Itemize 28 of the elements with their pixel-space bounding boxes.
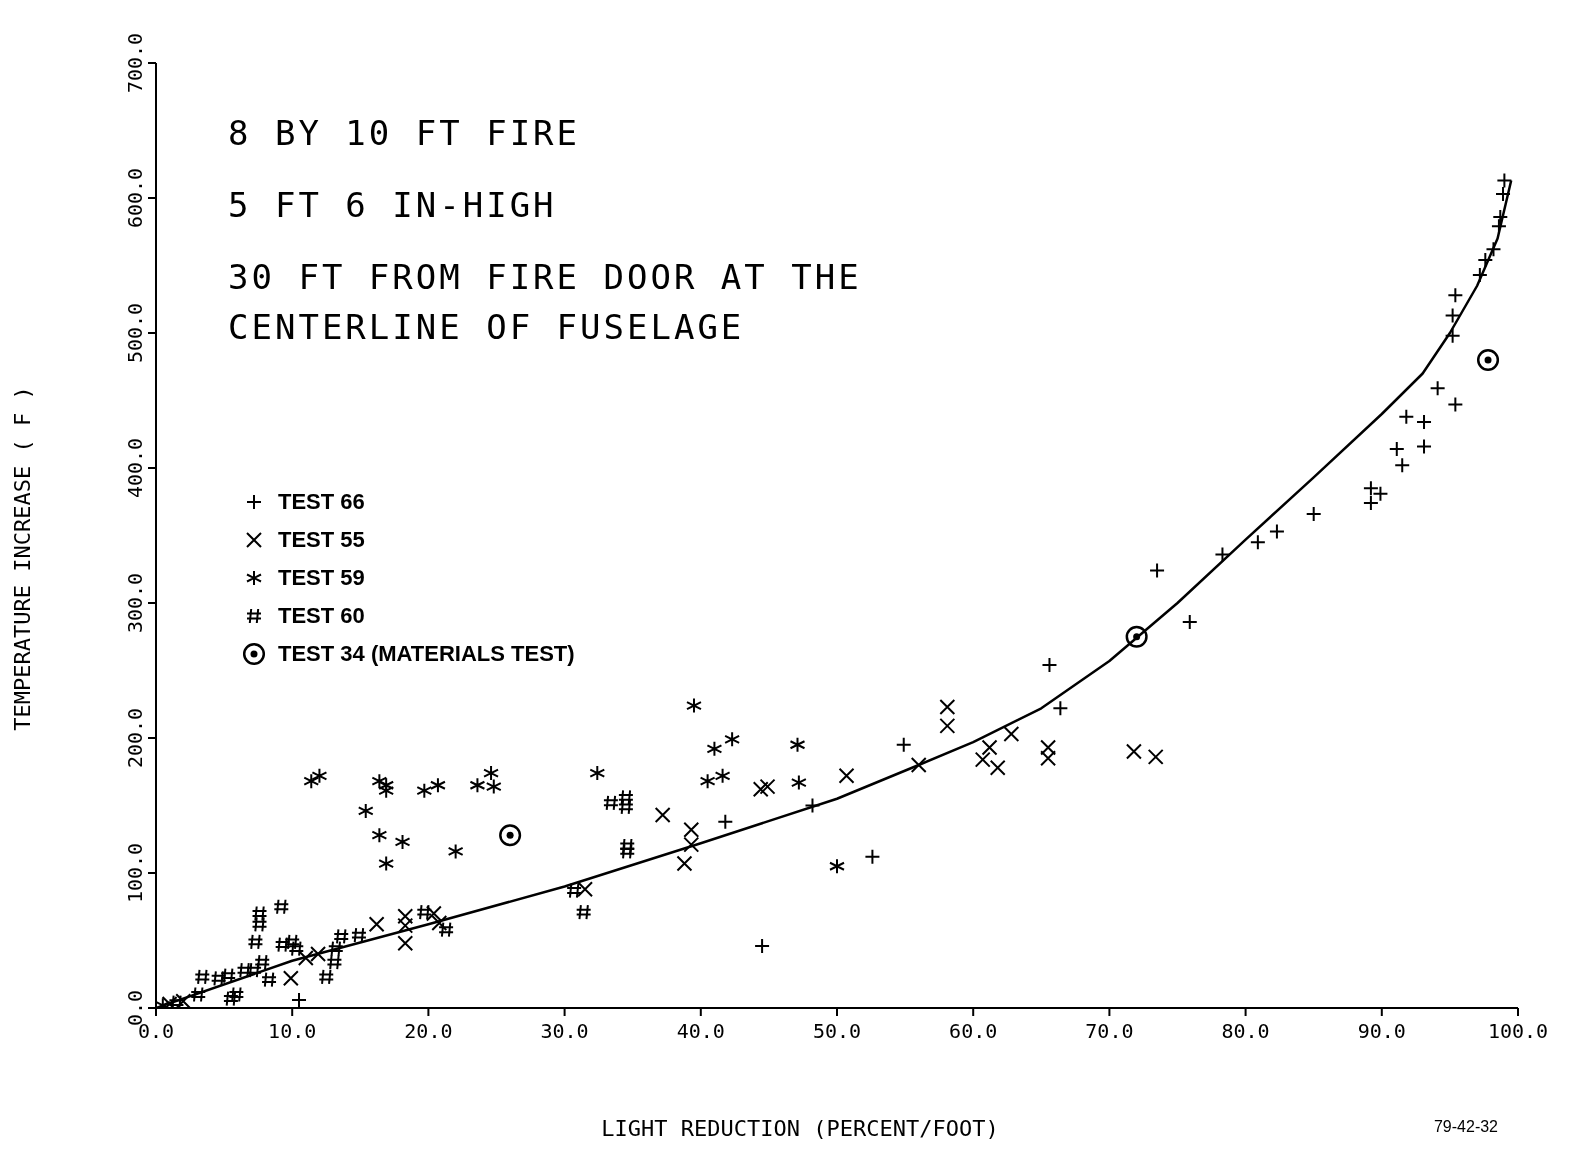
y-tick-label: 700.0 <box>123 32 147 94</box>
x-tick-label: 30.0 <box>540 1019 589 1043</box>
annotation: 5 FT 6 IN-HIGH <box>228 184 558 227</box>
legend-label: TEST 55 <box>278 527 365 553</box>
y-axis-title: TEMPERATURE INCREASE ( F ) <box>10 385 35 731</box>
legend-label: TEST 59 <box>278 565 365 591</box>
x-tick-label: 60.0 <box>949 1019 998 1043</box>
annotation: 8 BY 10 FT FIRE <box>228 112 582 155</box>
x-tick-label: 10.0 <box>268 1019 317 1043</box>
x-tick-label: 20.0 <box>404 1019 453 1043</box>
y-tick-label: 500.0 <box>123 302 147 364</box>
x-tick-label: 40.0 <box>676 1019 725 1043</box>
y-tick-label: 300.0 <box>123 572 147 634</box>
x-axis-title: LIGHT REDUCTION (PERCENT/FOOT) <box>600 1116 1000 1141</box>
legend-label: TEST 66 <box>278 489 365 515</box>
x-tick-label: 90.0 <box>1357 1019 1406 1043</box>
x-tick-label: 70.0 <box>1085 1019 1134 1043</box>
y-tick-label: 400.0 <box>123 437 147 499</box>
y-tick-label: 200.0 <box>123 707 147 769</box>
x-tick-label: 100.0 <box>1487 1019 1549 1043</box>
x-tick-label: 80.0 <box>1221 1019 1270 1043</box>
text: 79-42-32 <box>1433 1118 1498 1136</box>
y-tick-label: 600.0 <box>123 167 147 229</box>
legend-label: TEST 34 (MATERIALS TEST) <box>278 641 575 667</box>
annotation: 30 FT FROM FIRE DOOR AT THE CENTERLINE OF FUSELAGE <box>228 256 863 349</box>
legend-label: TEST 60 <box>278 603 365 629</box>
x-tick-label: 50.0 <box>812 1019 862 1043</box>
y-tick-label: 100.0 <box>123 842 147 904</box>
